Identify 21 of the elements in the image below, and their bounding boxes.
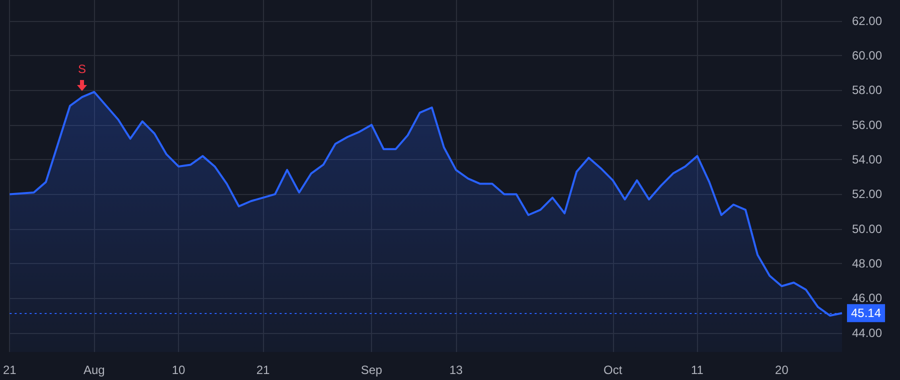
x-tick-label: Sep	[360, 363, 383, 377]
y-tick-label: 54.00	[852, 152, 882, 167]
y-tick-label: 50.00	[852, 222, 882, 236]
x-tick-label: 13	[449, 363, 463, 377]
x-tick-label: Oct	[603, 363, 623, 377]
y-tick-label: 62.00	[852, 14, 882, 28]
y-tick-label: 58.00	[852, 83, 882, 98]
x-tick-label: 11	[691, 363, 704, 377]
y-tick-label: 52.00	[852, 187, 882, 202]
x-tick-label: Aug	[83, 363, 105, 377]
y-tick-label: 56.00	[852, 118, 882, 132]
y-tick-label: 44.00	[852, 326, 882, 340]
ref-line-label: 45.14	[851, 306, 882, 320]
x-tick-label: 21	[256, 363, 270, 377]
x-tick-label: 10	[172, 363, 186, 377]
x-tick-label: 21	[2, 363, 17, 377]
annotation: S	[78, 62, 86, 76]
y-tick-label: 60.00	[852, 48, 882, 62]
y-tick-label: 46.00	[852, 291, 882, 306]
y-tick-label: 48.00	[852, 256, 882, 271]
x-tick-label: 20	[775, 363, 789, 377]
